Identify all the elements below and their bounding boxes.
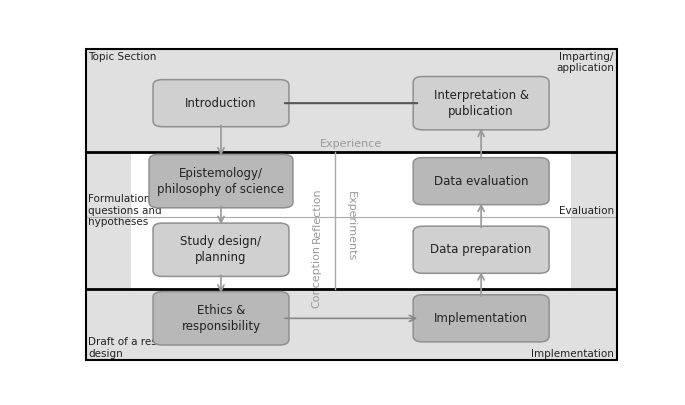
Text: Formulation of
questions and
hypotheses: Formulation of questions and hypotheses — [88, 194, 164, 227]
FancyBboxPatch shape — [153, 80, 289, 127]
Text: Experience: Experience — [320, 139, 382, 149]
Text: Conception: Conception — [312, 245, 321, 308]
Text: Epistemology/
philosophy of science: Epistemology/ philosophy of science — [158, 166, 284, 196]
FancyBboxPatch shape — [413, 226, 549, 273]
Text: Experiments: Experiments — [346, 191, 356, 262]
Text: Ethics &
responsibility: Ethics & responsibility — [182, 304, 260, 333]
Bar — [131, 289, 571, 360]
Bar — [131, 49, 571, 151]
FancyBboxPatch shape — [153, 223, 289, 276]
FancyBboxPatch shape — [149, 154, 293, 208]
FancyBboxPatch shape — [413, 158, 549, 205]
Text: Reflection: Reflection — [312, 188, 321, 243]
Text: Draft of a research
design: Draft of a research design — [88, 337, 186, 359]
FancyBboxPatch shape — [413, 77, 549, 130]
Text: Evaluation: Evaluation — [559, 206, 614, 216]
Text: Topic Section: Topic Section — [88, 52, 157, 62]
Text: Implementation: Implementation — [434, 312, 528, 325]
Bar — [571, 49, 616, 360]
Text: Data evaluation: Data evaluation — [434, 175, 528, 188]
Text: Data preparation: Data preparation — [430, 243, 532, 256]
Text: Interpretation &
publication: Interpretation & publication — [434, 89, 529, 118]
Text: Introduction: Introduction — [185, 97, 257, 110]
Text: Study design/
planning: Study design/ planning — [180, 235, 262, 264]
Text: Imparting/
application: Imparting/ application — [556, 52, 614, 73]
Text: Implementation: Implementation — [531, 349, 614, 359]
FancyBboxPatch shape — [413, 295, 549, 342]
Bar — [86, 49, 131, 360]
FancyBboxPatch shape — [153, 292, 289, 345]
